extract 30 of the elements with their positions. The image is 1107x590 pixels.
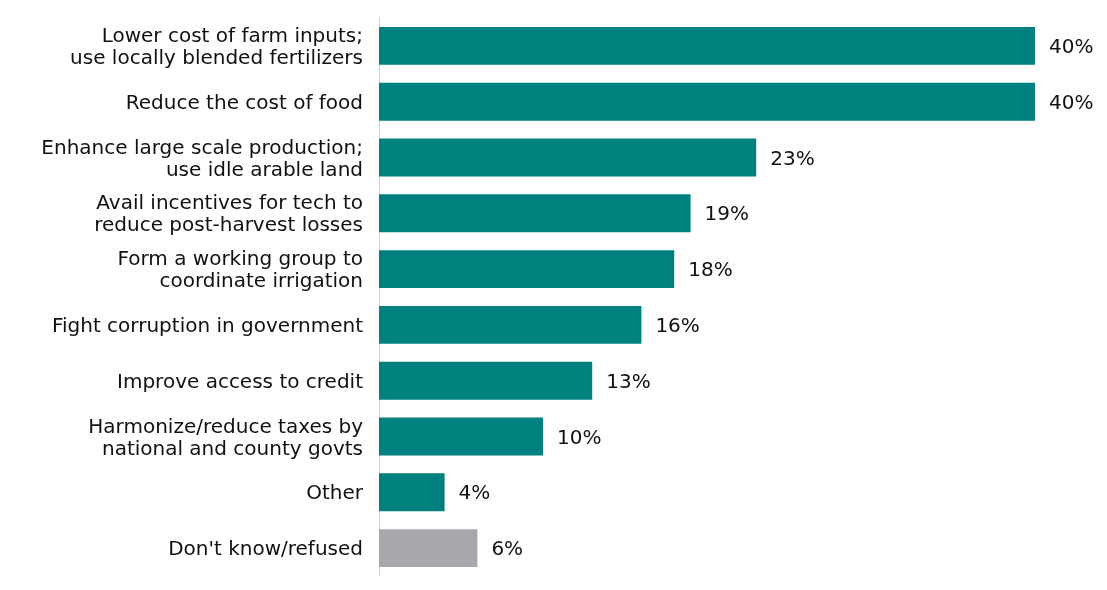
data-label: 16% <box>655 312 700 337</box>
bar <box>379 305 642 344</box>
y-tick-label: Lower cost of farm inputs; use locally blended fertilizers <box>70 22 363 69</box>
bar <box>379 82 1035 121</box>
y-tick-label: Form a working group to coordinate irrigation <box>117 246 363 293</box>
bar <box>379 473 445 512</box>
bar <box>379 138 757 177</box>
bar <box>379 26 1035 65</box>
bar <box>379 194 691 233</box>
y-tick-label: Avail incentives for tech to reduce post-harvest losses <box>94 190 363 237</box>
y-tick-label: Don't know/refused <box>168 536 363 561</box>
data-label: 6% <box>491 536 524 561</box>
data-label: 40% <box>1049 33 1094 58</box>
y-tick-label: Reduce the cost of food <box>125 89 363 114</box>
y-tick-label: Harmonize/reduce taxes by national and county govts <box>88 413 364 460</box>
bar <box>379 529 478 568</box>
data-label: 40% <box>1049 89 1094 114</box>
y-tick-label: Other <box>306 480 364 505</box>
data-label: 10% <box>557 424 602 449</box>
bar <box>379 361 593 400</box>
y-tick-label: Fight corruption in government <box>51 312 364 337</box>
data-label: 19% <box>704 201 750 226</box>
data-label: 23% <box>770 145 815 170</box>
data-label: 13% <box>606 368 651 393</box>
data-label: 4% <box>458 480 491 505</box>
data-label: 18% <box>688 257 733 282</box>
y-tick-label: Improve access to credit <box>117 368 364 393</box>
y-tick-label: Enhance large scale production; use idle arable land <box>41 134 363 181</box>
bar <box>379 250 675 289</box>
bar <box>379 417 543 456</box>
